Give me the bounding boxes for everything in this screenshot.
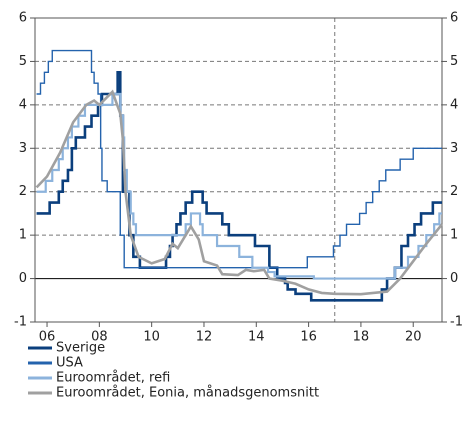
x-tick-label: 12 <box>196 330 213 345</box>
plot-frame <box>34 17 443 323</box>
series-line <box>36 49 442 269</box>
legend-label: Sverige <box>56 341 105 356</box>
x-tick-label: 06 <box>39 330 56 345</box>
x-tick-label: 20 <box>405 330 422 345</box>
x-tick-label: 18 <box>353 330 370 345</box>
x-tick-label: 14 <box>248 330 265 345</box>
x-tick-label: 08 <box>91 330 108 345</box>
legend-label: Euroområdet, Eonia, månadsgenomsnitt <box>56 386 319 401</box>
y-tick-label: 2 <box>19 184 27 199</box>
series-line <box>36 92 442 280</box>
x-tick-label: 10 <box>143 330 160 345</box>
y-tick-label: 4 <box>19 97 27 112</box>
y2-tick-label: 6 <box>450 11 458 26</box>
y2-tick-label: 5 <box>450 54 458 69</box>
legend-label: USA <box>56 356 83 371</box>
y2-tick-label: 3 <box>450 141 458 156</box>
y-tick-label: 5 <box>19 54 27 69</box>
y-tick-label: 1 <box>19 228 27 243</box>
y2-tick-label: 0 <box>450 271 458 286</box>
y-tick-label: -1 <box>14 315 27 330</box>
legend-label: Euroområdet, refi <box>56 371 170 386</box>
y2-tick-label: 4 <box>450 97 458 112</box>
y2-tick-label: 1 <box>450 228 458 243</box>
series-line <box>36 70 442 302</box>
x-tick-label: 16 <box>300 330 317 345</box>
y-tick-label: 6 <box>19 11 27 26</box>
y2-tick-label: 2 <box>450 184 458 199</box>
y2-tick-label: -1 <box>450 315 463 330</box>
series-line <box>35 89 444 296</box>
y-tick-label: 0 <box>19 271 27 286</box>
y-tick-label: 3 <box>19 141 27 156</box>
